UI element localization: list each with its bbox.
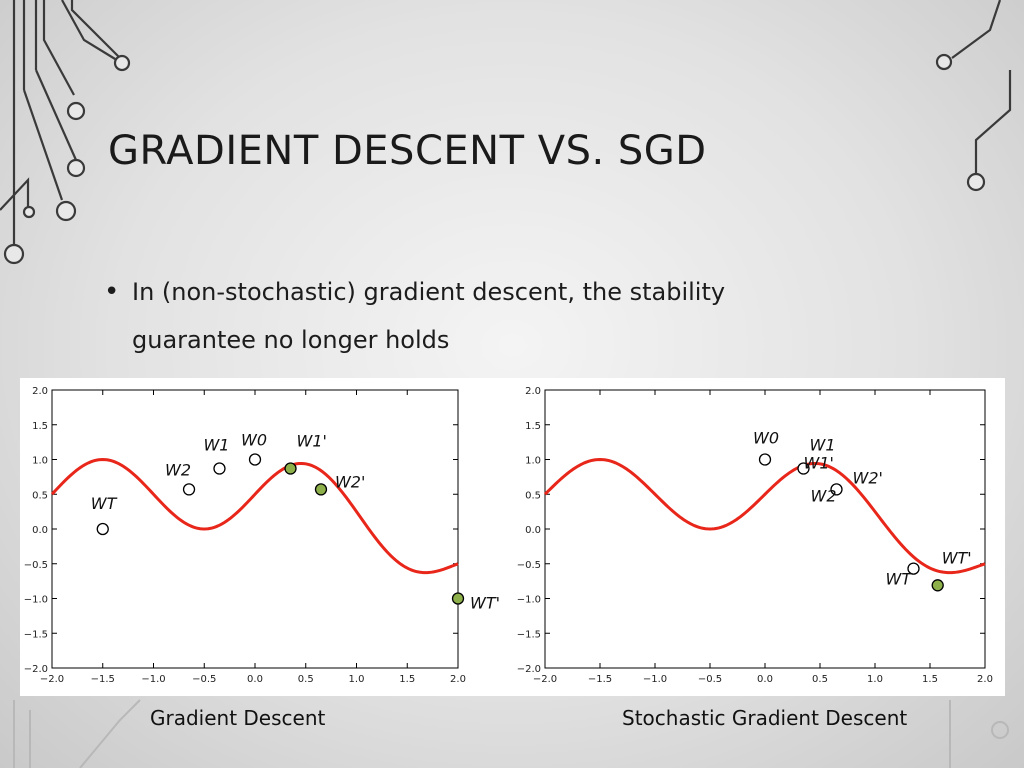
x-tick-label: 2.0 [977,674,993,685]
y-tick-label: 0.5 [525,490,541,501]
y-tick-label: 2.0 [32,386,48,397]
bullet-text: In (non-stochastic) gradient descent, th… [132,278,726,354]
y-tick-label: 1.5 [32,421,48,432]
x-tick-label: 1.5 [922,674,938,685]
x-tick-label: −1.0 [643,674,667,685]
iterate-label: W1' [804,454,834,473]
caption-gradient-descent: Gradient Descent [150,706,326,730]
caption-sgd: Stochastic Gradient Descent [622,706,908,730]
gradient-descent-plot: −2.0 −1.5 −1.0 −0.5 0.0 0.5 1.0 1.5 2.0 2.0 1.5 1.0… [24,386,500,685]
x-tick-label: −2.0 [533,674,557,685]
x-tick-label: 0.5 [298,674,314,685]
iterate-point [182,483,196,496]
x-tick-label: 1.0 [349,674,365,685]
y-tick-label: −1.0 [517,595,541,606]
slide-title: GRADIENT DESCENT VS. SGD [108,128,707,174]
iterate-label: W1 [203,436,229,455]
y-tick-label: 1.0 [525,456,541,467]
iterate-point [451,592,465,605]
iterate-label: WT [91,494,118,513]
y-tick-label: 1.5 [525,421,541,432]
x-tick-label: −1.5 [588,674,612,685]
y-tick-label: 0.5 [32,490,48,501]
iterate-point [907,562,920,575]
y-tick-label: 1.0 [32,456,48,467]
iterate-label: W2' [853,468,883,487]
plots-panel: −2.0 −1.5 −1.0 −0.5 0.0 0.5 1.0 1.5 2.0 2.0 1.5 1.0… [20,378,1005,696]
iterate-label: WT' [470,594,500,613]
x-tick-label: −1.5 [91,674,115,685]
plot-frame [544,389,986,669]
iterate-point [96,522,109,536]
iterate-point [284,462,297,475]
y-tick-label: 0.0 [32,525,48,536]
iterate-point [248,453,262,466]
x-tick-label: 0.5 [812,674,828,685]
iterate-point [931,579,944,592]
iterate-label: W2 [165,460,191,479]
iterate-point [213,462,226,475]
iterate-point [830,483,843,496]
x-tick-label: 1.0 [867,674,883,685]
bullet-marker: • [104,277,120,307]
iterate-label: WT' [942,548,972,567]
iterate-point [797,462,810,475]
y-tick-label: −0.5 [24,560,48,571]
y-tick-label: −1.5 [517,629,541,640]
x-tick-label: 2.0 [450,674,466,685]
bullet-item: • In (non-stochastic) gradient descent, … [104,268,824,364]
x-tick-label: −0.5 [192,674,216,685]
loss-curve [543,457,986,575]
y-tick-label: −2.0 [24,664,48,675]
x-tick-label: −0.5 [698,674,722,685]
x-tick-label: 1.5 [399,674,415,685]
y-tick-label: 2.0 [525,386,541,397]
y-tick-label: −1.0 [24,595,48,606]
sgd-plot: −2.0 −1.5 −1.0 −0.5 0.0 0.5 1.0 1.5 2.0 2.0 1.5 1.0… [517,386,993,685]
y-tick-label: −1.5 [24,629,48,640]
iterate-label: W2 [811,486,837,505]
x-tick-label: 0.0 [757,674,773,685]
iterate-label: W0 [241,431,267,450]
y-tick-label: −2.0 [517,664,541,675]
x-tick-label: −1.0 [141,674,165,685]
y-tick-label: 0.0 [525,525,541,536]
iterate-label: WT [886,570,913,589]
x-tick-label: 0.0 [247,674,263,685]
iterate-point [758,453,772,466]
iterate-label: W0 [753,429,779,448]
iterate-label: W2' [335,472,365,491]
y-tick-label: −0.5 [517,560,541,571]
iterate-point [314,483,328,496]
x-tick-label: −2.0 [40,674,64,685]
iterate-label: W1 [810,436,836,455]
iterate-label: W1' [297,432,327,451]
loss-curve [50,457,459,575]
